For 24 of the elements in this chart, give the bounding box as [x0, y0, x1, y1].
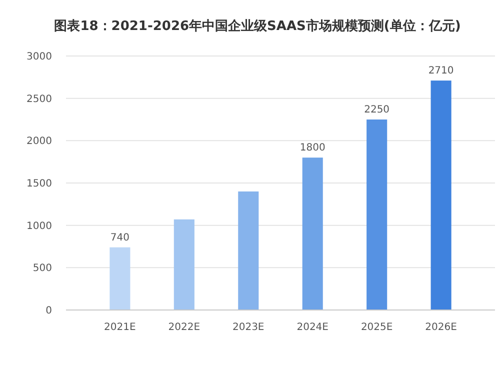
bar [430, 80, 452, 310]
chart-title: 图表18：2021-2026年中国企业级SAAS市场规模预测(单位：亿元) [54, 18, 461, 34]
y-tick-label: 1500 [26, 178, 52, 190]
y-tick-label: 0 [46, 306, 52, 316]
x-tick-label: 2024E [296, 322, 328, 333]
bar [174, 219, 194, 310]
data-label: 2710 [428, 66, 454, 77]
y-tick-label: 1000 [26, 220, 52, 232]
bar [238, 191, 259, 310]
x-tick-label: 2023E [232, 322, 264, 333]
x-tick-label: 2026E [425, 322, 457, 333]
bar [302, 158, 323, 310]
x-tick-label: 2022E [168, 322, 200, 333]
data-label: 740 [110, 232, 130, 244]
x-tick-label: 2021E [104, 322, 136, 333]
y-tick-label: 3000 [26, 52, 52, 62]
data-label: 1800 [300, 142, 326, 154]
y-tick-label: 500 [32, 263, 52, 274]
data-label: 2250 [364, 104, 390, 116]
y-tick-label: 2500 [26, 94, 52, 105]
x-tick-label: 2025E [360, 322, 393, 333]
bar [366, 120, 388, 310]
bar [110, 247, 130, 310]
y-tick-label: 2000 [26, 136, 52, 148]
